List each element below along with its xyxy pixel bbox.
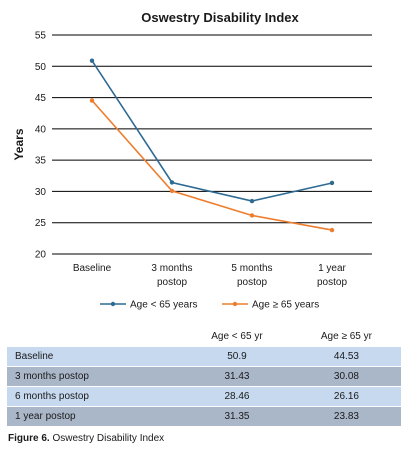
table-cell: 23.83	[291, 406, 401, 426]
table-row: 6 months postop 28.46 26.16	[7, 386, 401, 407]
figure-label: Figure 6.	[8, 433, 50, 444]
table-row: 1 year postop 31.35 23.83	[7, 406, 401, 426]
table-row: Baseline 50.9 44.53	[7, 346, 401, 367]
y-tick-label: 40	[35, 124, 47, 135]
table-cell: 50.9	[182, 346, 292, 367]
table-header-cell	[7, 326, 183, 347]
x-tick-label: 1 year postop	[317, 263, 347, 288]
figure-caption: Figure 6. Oswestry Disability Index	[8, 433, 164, 444]
table-cell: 28.46	[182, 386, 292, 407]
table-cell: 31.35	[182, 406, 292, 426]
legend-marker	[232, 301, 238, 307]
table-row-label: Baseline	[7, 346, 183, 367]
y-tick-label: 35	[35, 156, 47, 167]
data-point	[169, 180, 175, 185]
y-tick-label: 55	[35, 31, 47, 42]
table-header-row: Age < 65 yr Age ≥ 65 yr	[7, 326, 401, 347]
data-point	[329, 227, 335, 233]
data-table: Age < 65 yr Age ≥ 65 yr Baseline 50.9 44…	[7, 326, 401, 426]
line-chart: Oswestry Disability Index 20 25 30 35 40 45 50 5…	[12, 10, 372, 311]
legend-label: Age < 65 years	[130, 300, 198, 311]
legend-label: Age ≥ 65 years	[252, 300, 319, 311]
series-line	[91, 99, 333, 231]
legend-marker	[110, 301, 116, 307]
x-tick-label: 5 months postop	[231, 263, 272, 288]
data-point	[169, 188, 175, 194]
y-tick-label: 45	[35, 93, 47, 104]
table-cell: 30.08	[291, 366, 401, 387]
y-tick-label: 50	[35, 62, 47, 73]
data-point	[249, 213, 255, 218]
data-point	[329, 180, 335, 186]
data-point	[89, 58, 95, 63]
data-point	[249, 198, 255, 204]
table-row-label: 1 year postop	[7, 406, 183, 426]
table-row-label: 6 months postop	[7, 386, 183, 407]
y-axis-label: Years	[12, 128, 26, 160]
data-point	[89, 98, 95, 103]
table-row-label: 3 months postop	[7, 366, 183, 387]
figure-caption-text: Oswestry Disability Index	[52, 433, 165, 444]
series-line	[91, 60, 333, 202]
table-row: 3 months postop 31.43 30.08	[7, 366, 401, 387]
table-header-cell: Age ≥ 65 yr	[291, 326, 401, 347]
table-cell: 44.53	[291, 346, 401, 367]
y-tick-label: 20	[35, 250, 47, 261]
chart-title: Oswestry Disability Index	[141, 10, 299, 25]
table-header-cell: Age < 65 yr	[182, 326, 292, 347]
table-cell: 31.43	[182, 366, 292, 387]
x-tick-label: Baseline	[73, 263, 112, 274]
x-tick-label: 3 months postop	[151, 263, 192, 288]
y-tick-label: 30	[35, 187, 47, 198]
y-tick-label: 25	[35, 218, 47, 229]
table-cell: 26.16	[291, 386, 401, 407]
